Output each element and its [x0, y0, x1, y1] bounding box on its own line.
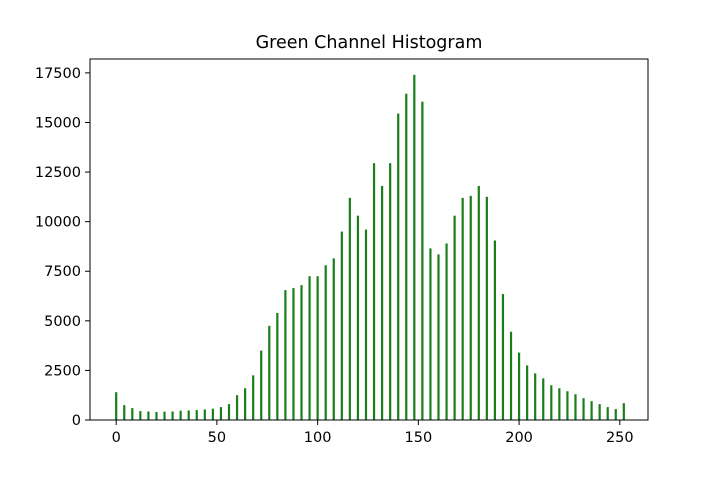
histogram-bar — [485, 196, 488, 420]
histogram-bar — [187, 410, 190, 420]
histogram-bar — [397, 113, 400, 421]
x-tick-label: 0 — [112, 430, 121, 446]
histogram-bar — [542, 378, 545, 420]
histogram-bar — [598, 404, 601, 420]
histogram-bar — [574, 394, 577, 420]
histogram-bar — [356, 215, 360, 420]
histogram-bar — [332, 258, 335, 420]
histogram-bar — [550, 385, 553, 420]
bars-layer — [115, 74, 625, 421]
histogram-bar — [179, 410, 182, 420]
histogram-bar — [372, 163, 376, 420]
x-tick-label: 100 — [304, 430, 332, 446]
histogram-bar — [260, 350, 263, 420]
histogram-bar — [534, 373, 537, 420]
histogram-bar — [437, 254, 440, 420]
y-tick-label: 12500 — [35, 165, 81, 181]
x-tick-label: 50 — [208, 430, 226, 446]
histogram-bar — [582, 398, 585, 420]
histogram-bar — [558, 388, 561, 420]
histogram-bar — [284, 290, 287, 420]
histogram-bar — [421, 101, 424, 421]
y-tick-label: 0 — [72, 413, 81, 429]
histogram-bar — [517, 352, 521, 420]
x-tick-label: 150 — [405, 430, 433, 446]
y-tick-label: 15000 — [35, 115, 81, 131]
histogram-bar — [195, 410, 198, 420]
histogram-bar — [348, 197, 351, 420]
histogram-bar — [526, 365, 529, 420]
histogram-bar — [413, 74, 416, 421]
histogram-bar — [324, 265, 327, 420]
histogram-bar — [469, 195, 472, 420]
histogram-bar — [131, 408, 134, 420]
histogram-bar — [123, 405, 126, 420]
histogram-bar — [364, 229, 368, 420]
histogram-bar — [590, 401, 593, 420]
histogram-bar — [606, 407, 609, 420]
histogram-bar — [509, 331, 513, 420]
histogram-bar — [211, 408, 214, 420]
histogram-bar — [308, 276, 311, 420]
histogram-bar — [380, 185, 384, 420]
histogram-bar — [461, 197, 464, 420]
histogram-bar — [276, 312, 279, 420]
y-tick-label: 17500 — [35, 66, 81, 82]
y-tick-label: 2500 — [44, 363, 81, 379]
histogram-bar — [252, 375, 255, 420]
histogram-bar — [139, 411, 142, 420]
histogram-bar — [244, 388, 247, 420]
histogram-bar — [501, 294, 505, 420]
histogram-bar — [453, 215, 456, 420]
histogram-bar — [316, 276, 319, 420]
histogram-bar — [147, 411, 150, 420]
histogram-bar — [219, 407, 223, 420]
plot-area-frame — [89, 58, 649, 421]
y-tick-label: 7500 — [44, 264, 81, 280]
histogram-bar — [614, 409, 617, 420]
y-tick-label: 5000 — [44, 314, 81, 330]
histogram-bar — [300, 285, 303, 420]
histogram-bar — [429, 248, 432, 420]
histogram-bar — [340, 231, 343, 420]
histogram-bar — [155, 412, 158, 420]
histogram-bar — [389, 163, 392, 420]
histogram-bar — [268, 325, 271, 420]
histogram-bar — [171, 411, 174, 420]
histogram-bar — [235, 395, 239, 420]
histogram-bar — [292, 288, 295, 420]
histogram-bar — [493, 240, 496, 420]
histogram-bar — [227, 404, 231, 420]
x-tick-label: 250 — [606, 430, 634, 446]
histogram-bar — [115, 392, 118, 420]
y-tick-label: 10000 — [35, 215, 81, 231]
histogram-bar — [566, 391, 569, 420]
histogram-bar — [163, 411, 166, 420]
ticks-layer: 0 50 100 150 200 2500250050007500100001250015… — [35, 66, 634, 446]
histogram-bar — [445, 243, 448, 420]
histogram-bar — [203, 409, 206, 420]
chart-title: Green Channel Histogram — [256, 33, 483, 53]
x-tick-label: 200 — [505, 430, 533, 446]
histogram-bar — [477, 185, 480, 420]
histogram-bar — [622, 403, 625, 420]
histogram-bar — [405, 93, 408, 421]
